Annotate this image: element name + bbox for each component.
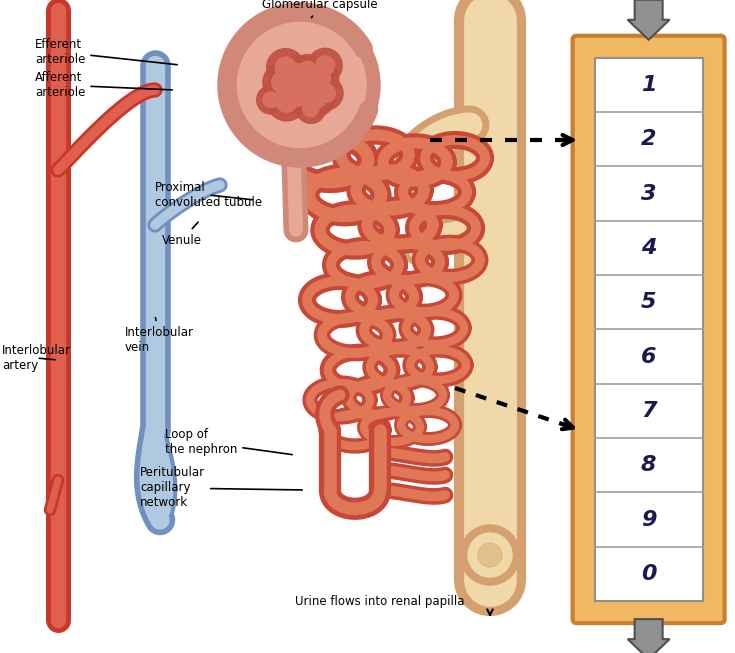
Circle shape [299,68,333,102]
Circle shape [317,84,335,103]
Circle shape [275,57,296,78]
Circle shape [306,88,326,108]
Circle shape [282,56,315,90]
Circle shape [289,63,307,82]
Text: Loop of
the nephron: Loop of the nephron [165,428,293,456]
Text: 6: 6 [641,347,656,366]
Circle shape [299,61,315,77]
Circle shape [302,74,323,95]
Circle shape [293,55,322,84]
Circle shape [293,67,331,104]
Circle shape [267,48,304,86]
Circle shape [478,543,502,567]
Text: Afferent
arteriole: Afferent arteriole [35,71,172,99]
Text: 3: 3 [641,183,656,204]
Circle shape [315,56,334,75]
Circle shape [276,69,291,84]
FancyArrow shape [628,0,670,40]
Text: Interlobular
vein: Interlobular vein [125,318,194,354]
Circle shape [309,76,343,110]
Text: 8: 8 [641,455,656,475]
Circle shape [303,101,319,117]
Circle shape [298,79,335,116]
Circle shape [275,78,293,97]
Circle shape [281,79,315,114]
Circle shape [468,533,512,577]
Circle shape [268,71,301,104]
Text: 9: 9 [641,509,656,530]
Circle shape [272,57,328,113]
Text: Urine flows into renal papilla: Urine flows into renal papilla [295,595,465,608]
Text: 2: 2 [641,129,656,150]
Text: 5: 5 [641,293,656,312]
Bar [595,57,703,601]
FancyArrow shape [628,619,670,653]
FancyBboxPatch shape [573,36,725,623]
Circle shape [308,48,343,83]
Circle shape [267,82,306,121]
Text: Peritubular
capillary
network: Peritubular capillary network [140,466,302,509]
Text: 1: 1 [641,75,656,95]
Circle shape [284,69,316,101]
Circle shape [263,63,302,102]
Text: Interlobular
artery: Interlobular artery [2,344,71,372]
Circle shape [306,76,325,94]
Circle shape [269,62,298,91]
Text: Proximal
convoluted tubule: Proximal convoluted tubule [155,181,262,209]
Text: Venule: Venule [162,222,202,246]
Circle shape [296,94,326,123]
Circle shape [220,5,380,165]
Circle shape [310,69,331,89]
Circle shape [276,90,298,112]
Circle shape [272,72,293,93]
Text: 7: 7 [641,401,656,421]
Circle shape [289,87,308,106]
Text: 4: 4 [641,238,656,258]
Circle shape [234,19,366,151]
Circle shape [460,525,520,585]
Circle shape [263,92,279,108]
Text: 0: 0 [641,564,656,584]
Circle shape [257,86,285,114]
Circle shape [302,60,339,97]
Text: Efferent
arteriole: Efferent arteriole [35,38,177,66]
Text: Glomerular capsule: Glomerular capsule [262,0,378,18]
